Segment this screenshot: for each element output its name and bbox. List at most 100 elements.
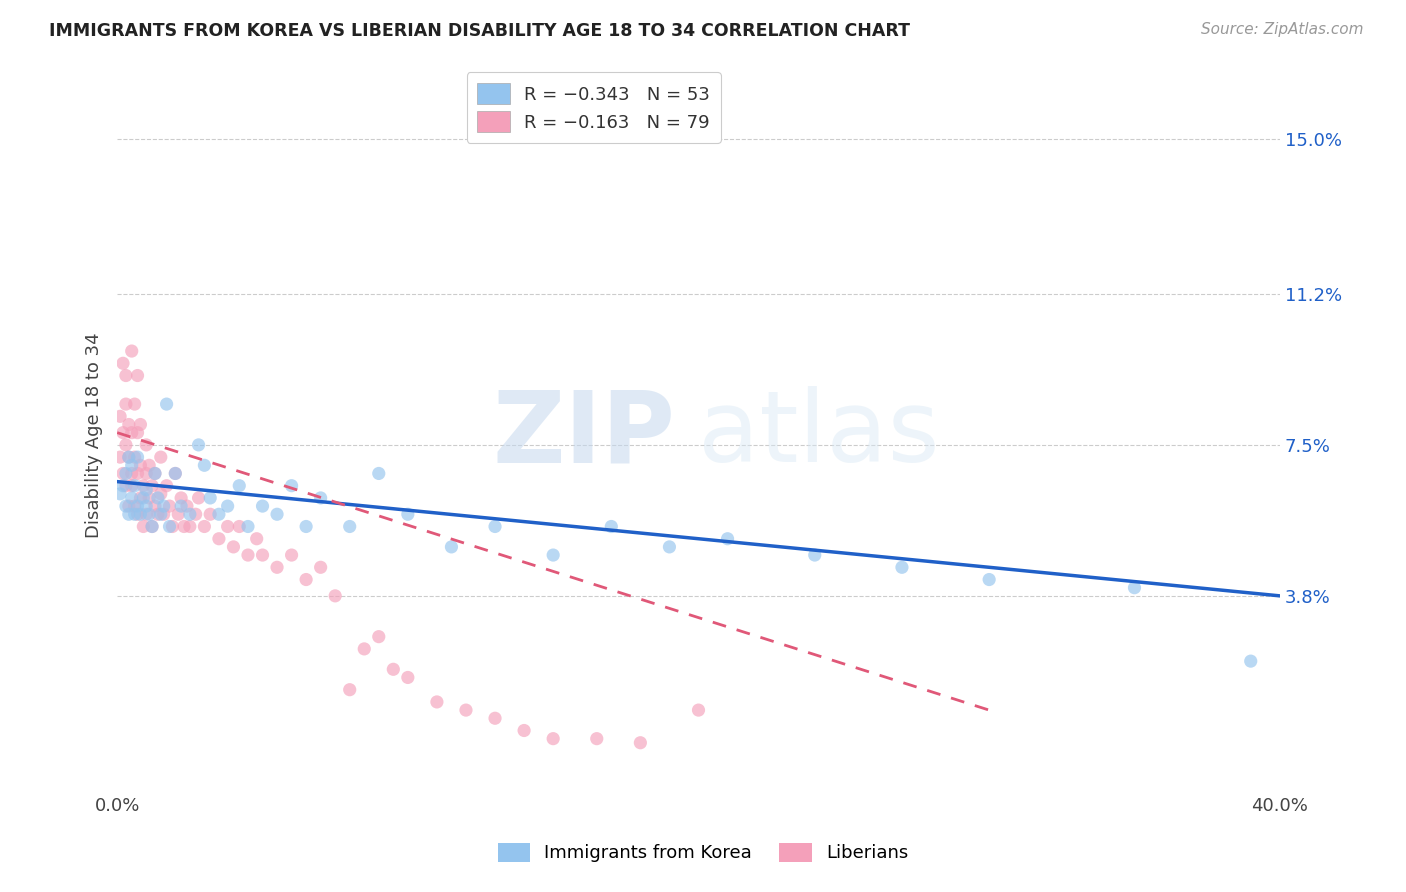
Point [628,736,651,750]
Point [193,519,215,533]
Legend: R = −0.343   N = 53, R = −0.163   N = 79: R = −0.343 N = 53, R = −0.163 N = 79 [467,72,721,143]
Point [152,499,174,513]
Point [127,368,149,383]
Point [129,417,152,432]
Point [252,548,274,562]
Point [222,540,245,554]
Point [585,731,607,746]
Point [118,450,141,464]
Point [228,519,250,533]
Point [217,519,239,533]
Point [208,508,231,522]
Point [200,508,222,522]
Point [295,519,318,533]
Point [149,487,172,501]
Point [115,499,138,513]
Point [176,499,198,513]
Point [118,499,141,513]
Point [353,641,375,656]
Point [266,508,288,522]
Point [155,479,177,493]
Point [141,519,163,533]
Point [141,479,163,493]
Point [138,491,160,505]
Point [541,731,564,746]
Point [115,467,138,481]
Point [1240,654,1263,668]
Point [1123,581,1146,595]
Point [135,499,157,513]
Point [382,662,405,676]
Point [600,519,623,533]
Point [323,589,346,603]
Point [124,450,146,464]
Point [143,467,166,481]
Point [484,519,506,533]
Point [396,670,419,684]
Point [108,487,131,501]
Point [121,344,143,359]
Point [891,560,914,574]
Point [367,467,389,481]
Point [121,458,143,473]
Point [179,508,201,522]
Point [367,630,389,644]
Point [484,711,506,725]
Point [118,417,141,432]
Point [129,458,152,473]
Point [138,508,160,522]
Point [121,491,143,505]
Point [167,508,190,522]
Point [200,491,222,505]
Point [187,438,209,452]
Point [513,723,536,738]
Point [217,499,239,513]
Point [138,458,160,473]
Point [266,560,288,574]
Point [115,479,138,493]
Point [115,397,138,411]
Point [135,483,157,497]
Point [118,450,141,464]
Point [111,479,134,493]
Point [252,499,274,513]
Point [236,548,259,562]
Point [146,508,169,522]
Point [111,467,134,481]
Point [127,467,149,481]
Point [143,467,166,481]
Point [339,519,361,533]
Point [115,368,138,383]
Point [688,703,710,717]
Point [246,532,269,546]
Point [396,508,419,522]
Point [121,479,143,493]
Text: ZIP: ZIP [492,386,675,483]
Point [440,540,463,554]
Point [159,499,181,513]
Point [127,499,149,513]
Point [280,548,302,562]
Point [129,491,152,505]
Y-axis label: Disability Age 18 to 34: Disability Age 18 to 34 [86,332,103,538]
Point [170,491,193,505]
Point [124,508,146,522]
Point [979,573,1001,587]
Point [141,519,163,533]
Point [658,540,681,554]
Point [208,532,231,546]
Point [716,532,738,546]
Point [309,560,332,574]
Point [165,467,187,481]
Point [111,356,134,370]
Point [454,703,477,717]
Point [803,548,825,562]
Point [146,491,169,505]
Point [236,519,259,533]
Point [132,519,155,533]
Point [170,499,193,513]
Point [135,467,157,481]
Point [165,467,187,481]
Point [187,491,209,505]
Legend: Immigrants from Korea, Liberians: Immigrants from Korea, Liberians [491,836,915,870]
